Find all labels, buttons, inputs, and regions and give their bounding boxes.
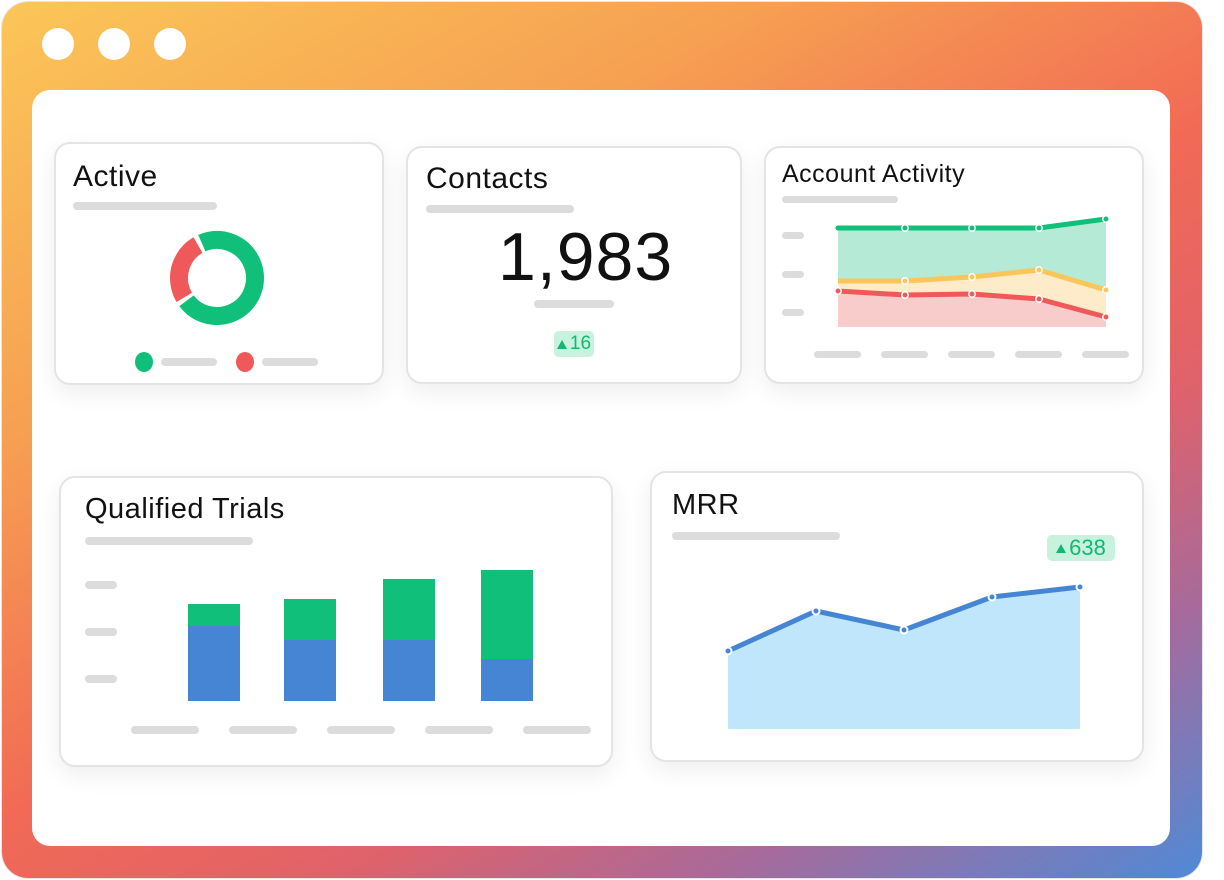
up-arrow-icon bbox=[1056, 543, 1067, 553]
up-arrow-icon bbox=[556, 339, 567, 349]
legend-green-dot bbox=[135, 352, 153, 372]
x-tick-placeholder bbox=[1082, 351, 1129, 358]
x-tick-placeholder bbox=[881, 351, 928, 358]
qualified-trials-title: Qualified Trials bbox=[85, 493, 285, 525]
active-title: Active bbox=[73, 160, 158, 193]
active-card[interactable]: Active bbox=[54, 142, 384, 385]
bar-3-green bbox=[383, 579, 435, 640]
mrr-delta-badge: 638 bbox=[1047, 535, 1115, 561]
contacts-title: Contacts bbox=[426, 162, 549, 195]
subtitle-placeholder bbox=[782, 196, 898, 203]
x-tick-placeholder bbox=[948, 351, 995, 358]
donut-chart bbox=[170, 231, 264, 325]
y-tick-placeholder bbox=[85, 581, 117, 589]
contacts-card[interactable]: Contacts 1,983 16 bbox=[406, 146, 742, 384]
subtitle-placeholder bbox=[85, 537, 253, 545]
subtitle-placeholder bbox=[672, 532, 840, 540]
value-caption-placeholder bbox=[534, 300, 614, 308]
y-tick-placeholder bbox=[85, 628, 117, 636]
dashboard-panel: Active Contacts 1,983 16 Account Activit… bbox=[32, 90, 1170, 846]
x-tick-placeholder bbox=[131, 726, 199, 734]
account-activity-title: Account Activity bbox=[782, 160, 966, 188]
x-tick-placeholder bbox=[327, 726, 395, 734]
mrr-area-chart bbox=[723, 582, 1085, 729]
bar-3-blue bbox=[383, 640, 435, 701]
x-tick-placeholder bbox=[1015, 351, 1062, 358]
contacts-value: 1,983 bbox=[498, 219, 674, 295]
bar-2-blue bbox=[284, 640, 336, 701]
account-activity-area-chart bbox=[834, 215, 1110, 327]
bar-4-blue bbox=[481, 659, 533, 701]
y-tick-placeholder bbox=[782, 232, 804, 239]
contacts-delta-badge: 16 bbox=[554, 331, 594, 357]
bar-2-green bbox=[284, 599, 336, 640]
legend-green-label-placeholder bbox=[161, 358, 217, 366]
qualified-trials-card[interactable]: Qualified Trials bbox=[59, 476, 613, 767]
bar-1-blue bbox=[188, 626, 240, 701]
y-tick-placeholder bbox=[85, 675, 117, 683]
account-activity-card[interactable]: Account Activity bbox=[764, 146, 1144, 384]
y-tick-placeholder bbox=[782, 309, 804, 316]
bar-4-green bbox=[481, 570, 533, 659]
window-maximize-button[interactable] bbox=[154, 28, 186, 60]
mrr-card[interactable]: MRR 638 bbox=[650, 471, 1144, 762]
x-tick-placeholder bbox=[814, 351, 861, 358]
window-minimize-button[interactable] bbox=[98, 28, 130, 60]
subtitle-placeholder bbox=[73, 202, 217, 210]
y-tick-placeholder bbox=[782, 271, 804, 278]
x-tick-placeholder bbox=[523, 726, 591, 734]
x-tick-placeholder bbox=[229, 726, 297, 734]
x-tick-placeholder bbox=[425, 726, 493, 734]
mrr-title: MRR bbox=[672, 489, 740, 521]
window-close-button[interactable] bbox=[42, 28, 74, 60]
legend-red-dot bbox=[236, 352, 254, 372]
subtitle-placeholder bbox=[426, 205, 574, 213]
bar-1-green bbox=[188, 604, 240, 626]
legend-red-label-placeholder bbox=[262, 358, 318, 366]
